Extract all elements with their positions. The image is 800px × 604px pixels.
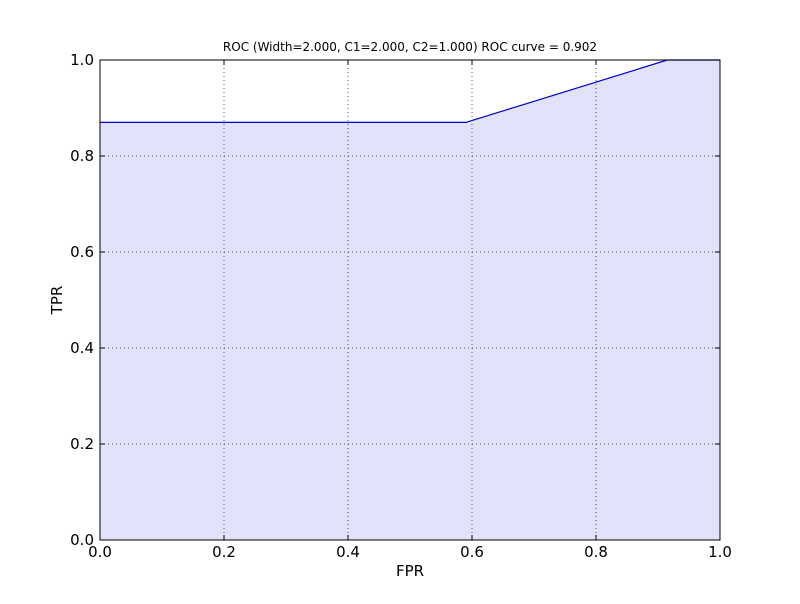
chart-title: ROC (Width=2.000, C1=2.000, C2=1.000) RO… xyxy=(223,40,597,54)
y-tick-label: 0.4 xyxy=(70,339,94,357)
y-tick-label: 0.2 xyxy=(70,435,94,453)
y-tick-label: 0.6 xyxy=(70,243,94,261)
x-tick-label: 0.4 xyxy=(336,543,360,561)
plot-frame xyxy=(99,59,721,541)
x-axis-label: FPR xyxy=(396,562,424,580)
x-tick-label: 0.6 xyxy=(460,543,484,561)
y-tick-label: 0.0 xyxy=(70,531,94,549)
roc-area-fill xyxy=(100,60,720,540)
x-tick-label: 0.8 xyxy=(584,543,608,561)
x-tick-label: 0.2 xyxy=(212,543,236,561)
y-tick-label: 1.0 xyxy=(70,51,94,69)
x-tick-label: 0.0 xyxy=(88,543,112,561)
x-tick-label: 1.0 xyxy=(708,543,732,561)
roc-area-layer xyxy=(100,60,720,540)
y-axis-label: TPR xyxy=(48,286,66,316)
y-tick-label: 0.8 xyxy=(70,147,94,165)
gridlines xyxy=(100,60,720,540)
x-tick-labels: 0.0 0.2 0.4 0.6 0.8 1.0 xyxy=(88,543,732,561)
y-tick-labels: 0.0 0.2 0.4 0.6 0.8 1.0 xyxy=(70,51,94,549)
axis-ticks xyxy=(99,59,721,541)
